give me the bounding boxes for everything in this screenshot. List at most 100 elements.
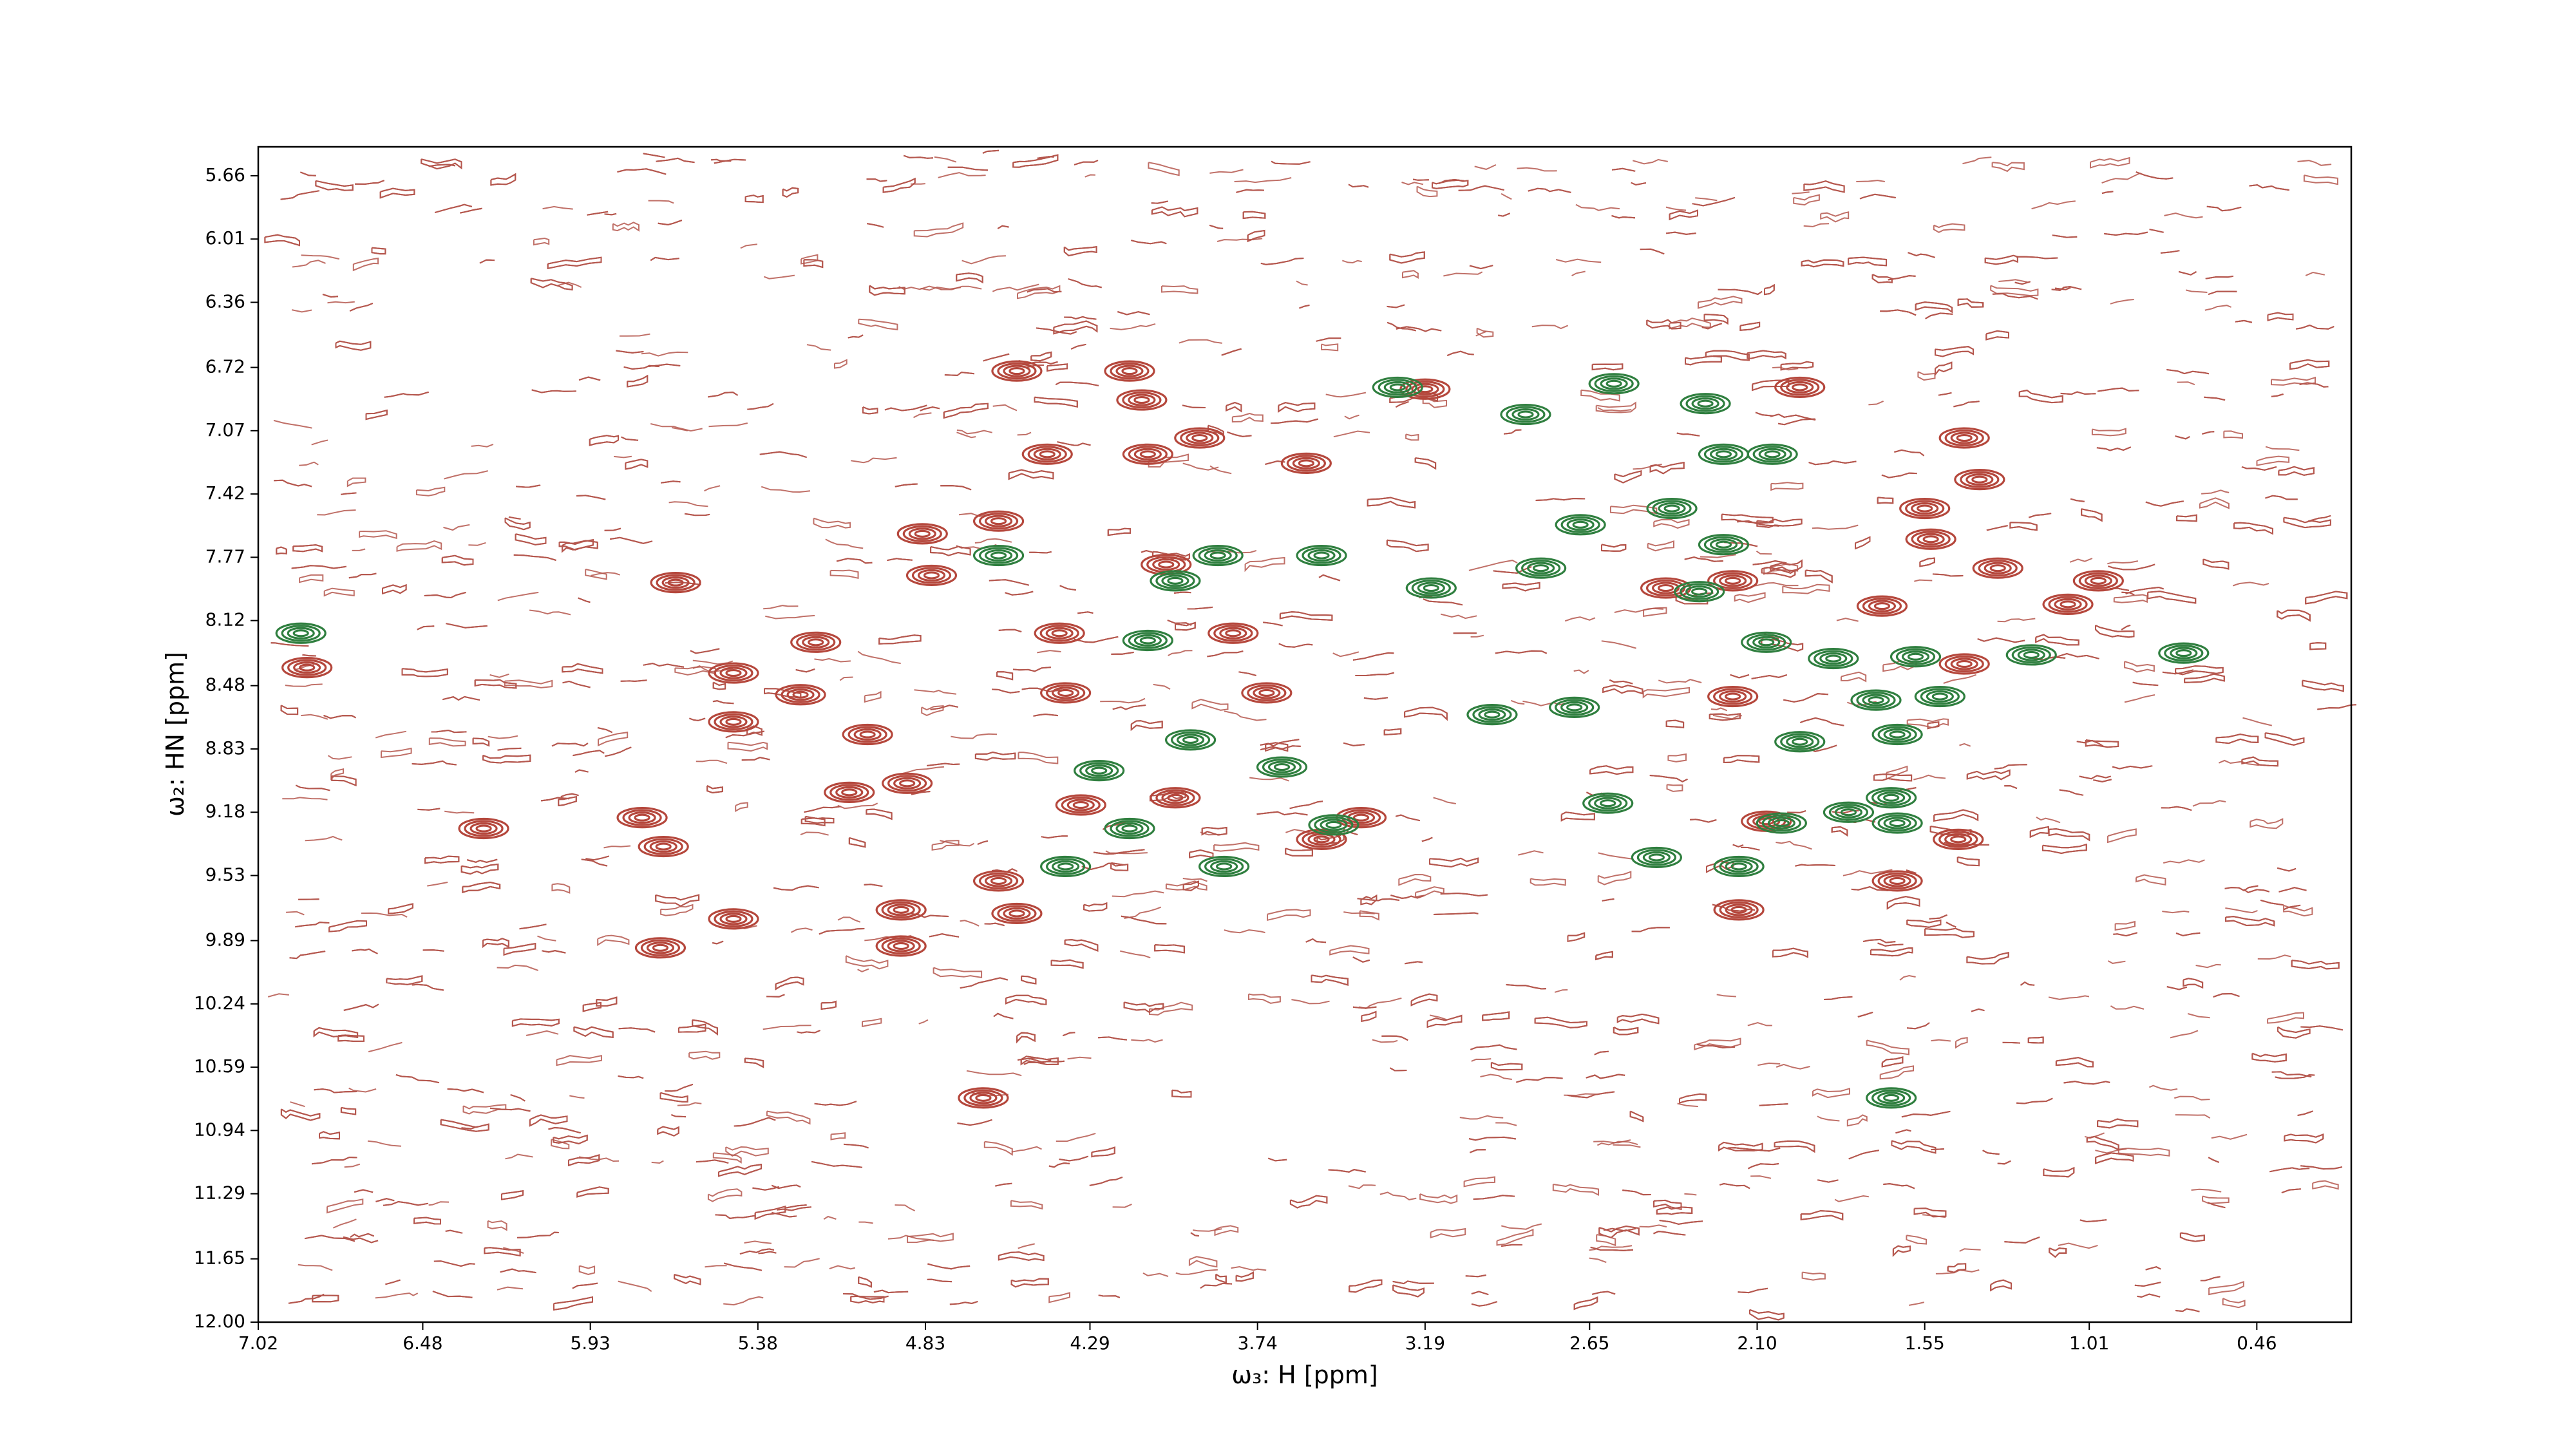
noise-contour [1567,932,1586,942]
noise-contour [784,1258,820,1268]
noise-contour [1817,1115,1840,1122]
peak-contour [875,935,927,957]
noise-contour [961,255,1006,265]
noise-contour [503,943,536,956]
noise-contour [725,730,764,739]
peak-contour [978,513,1019,530]
noise-contour [1402,270,1419,279]
noise-contour [926,762,960,766]
noise-contour [1901,1110,1951,1118]
noise-contour [754,1206,786,1220]
y-tick-label: 12.00 [194,1311,245,1332]
peak-contour [1944,429,1984,447]
noise-contour [2309,642,2327,650]
noise-contour [1098,1036,1128,1041]
noise-contour [2112,765,2153,770]
noise-contour [1629,1110,1644,1122]
noise-contour [1554,989,1568,993]
noise-contour [2242,717,2273,726]
peak-contour [1978,560,2018,577]
noise-contour [1182,404,1206,408]
noise-contour [1877,497,1894,504]
noise-contour [1929,914,1947,920]
peak-contour [1219,627,1247,639]
noise-contour [920,406,940,412]
noise-contour [1059,585,1077,591]
peak-contour [842,723,893,746]
peak-contour [1715,450,1732,459]
noise-contour [866,178,887,182]
noise-contour [2208,1157,2220,1163]
peak-contour [984,875,1013,887]
noise-contour [2224,885,2259,892]
noise-contour [1247,229,1265,243]
peak-contour [1636,849,1676,866]
noise-contour [537,935,556,942]
noise-contour [1531,325,1569,330]
peak-contour [887,940,915,952]
noise-contour [1175,1269,1218,1275]
noise-contour [2219,759,2260,766]
noise-contour [1685,355,1722,366]
noise-contour [348,573,377,579]
noise-contour [1597,407,1632,412]
peak-contour [1292,457,1320,469]
noise-contour [820,1000,837,1010]
noise-contour [388,903,413,914]
noise-contour [1386,539,1429,553]
noise-contour [1957,298,1984,308]
peak-contour [984,549,1013,562]
noise-contour [1056,1132,1096,1142]
peak-contour [1055,794,1106,816]
noise-contour [685,513,710,516]
peak-contour [1883,1094,1900,1102]
x-tick-label: 4.29 [1070,1332,1110,1354]
noise-contour [1739,321,1761,331]
noise-contour [655,894,700,907]
noise-contour [1010,1278,1049,1288]
noise-contour [997,225,1009,229]
noise-contour [1468,560,1518,571]
noise-contour [1684,1193,1697,1196]
noise-contour [311,1156,357,1165]
noise-contour [621,436,639,441]
peak-contour [1121,367,1138,375]
peak-contour [714,910,753,927]
noise-contour [1502,582,1540,592]
peak-contour [1905,528,1956,550]
noise-contour [1800,1210,1844,1221]
peak-contour [1707,685,1759,708]
noise-contour [1446,350,1474,357]
noise-contour [1182,880,1199,891]
noise-contour [1915,301,1953,314]
y-tick-label: 8.83 [205,737,245,759]
noise-contour [1349,1279,1383,1293]
noise-contour [384,391,429,398]
noise-contour [614,455,632,459]
noise-contour [803,259,824,269]
peak-contour [908,527,936,540]
noise-contour [542,205,573,210]
noise-contour [1416,185,1438,198]
peak-contour [1680,393,1731,415]
noise-contour [884,404,927,412]
noise-contour [1718,289,1763,296]
noise-contour [513,554,556,561]
noise-contour [1692,196,1736,207]
noise-contour [1696,1043,1735,1048]
noise-contour [740,243,758,249]
peak-contour [1703,536,1744,553]
noise-contour [1055,381,1099,386]
noise-contour [609,536,653,544]
noise-contour [763,605,799,610]
noise-contour [1011,1146,1042,1153]
noise-contour [657,1126,679,1137]
noise-contour [2267,1012,2304,1024]
noise-contour [315,180,354,191]
y-tick-label: 10.94 [194,1119,245,1140]
noise-contour [2275,1074,2315,1079]
noise-contour [1658,679,1702,684]
peak-contour [1378,379,1417,396]
noise-contour [2145,1266,2161,1271]
noise-contour [612,222,639,232]
